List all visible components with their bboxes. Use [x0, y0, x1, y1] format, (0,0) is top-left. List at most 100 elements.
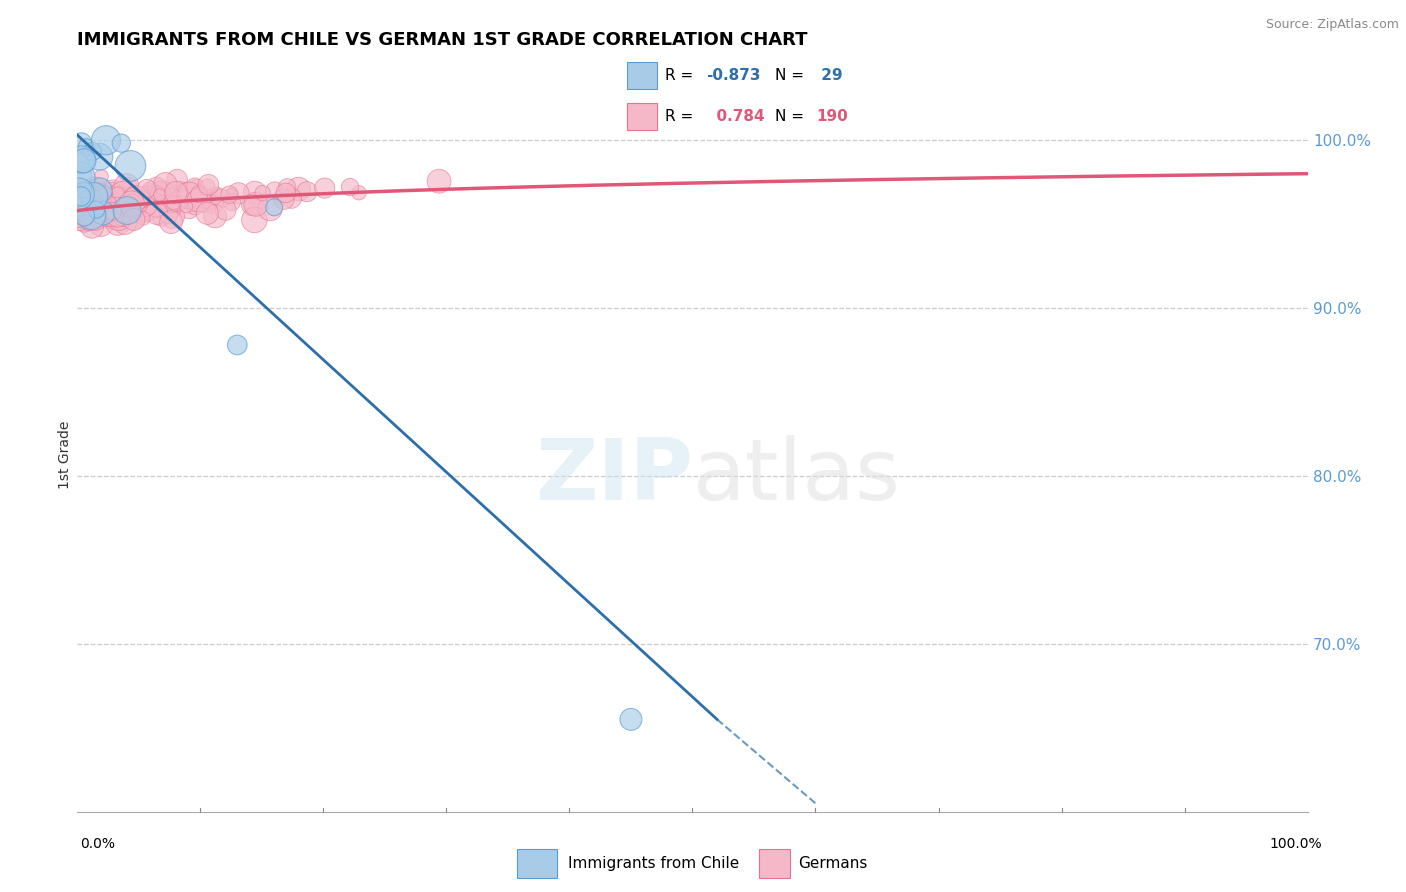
Point [79, 211, 101, 225]
Point [226, 338, 249, 352]
Point [67, 209, 90, 223]
Point [105, 186, 128, 201]
Text: atlas: atlas [693, 434, 900, 518]
Point [70, 189, 93, 203]
Point [110, 136, 132, 150]
Point [186, 181, 208, 195]
Point [69, 205, 91, 219]
Point [105, 204, 128, 219]
Point [82, 202, 104, 216]
Point [166, 172, 188, 186]
Text: Germans: Germans [799, 856, 868, 871]
Text: R =: R = [665, 109, 699, 124]
Point [96, 208, 118, 222]
Point [169, 184, 191, 198]
Point [84, 203, 107, 218]
Point [135, 189, 157, 203]
Point [174, 190, 197, 204]
Point [100, 202, 122, 217]
Point [184, 194, 207, 208]
Point [197, 178, 219, 192]
Point [90, 189, 112, 203]
Point [129, 193, 152, 207]
Point [176, 186, 198, 200]
Point [179, 186, 201, 201]
Point [101, 186, 124, 200]
Point [125, 204, 148, 219]
Point [228, 186, 250, 201]
Point [80, 208, 103, 222]
Point [190, 193, 212, 207]
Point [120, 159, 142, 173]
Point [115, 191, 138, 205]
Point [69, 186, 91, 200]
Point [221, 194, 243, 209]
Point [280, 191, 302, 205]
Point [67, 190, 90, 204]
Point [160, 209, 183, 223]
Point [155, 186, 177, 200]
Point [141, 186, 163, 200]
Point [110, 202, 132, 217]
Text: N =: N = [775, 68, 808, 83]
Point [77, 192, 100, 206]
Point [122, 212, 145, 227]
Point [72, 186, 94, 201]
Point [124, 214, 146, 228]
Point [86, 210, 108, 224]
Point [98, 203, 121, 218]
Point [427, 174, 450, 188]
Point [121, 202, 143, 216]
Point [150, 186, 173, 200]
Point [107, 187, 129, 202]
Point [114, 190, 136, 204]
Point [89, 187, 111, 202]
Point [77, 196, 100, 211]
Point [184, 200, 207, 214]
Point [76, 199, 98, 213]
Point [79, 189, 101, 203]
Point [67, 189, 90, 203]
Point [86, 202, 108, 216]
Point [134, 202, 156, 217]
Point [69, 197, 91, 211]
Point [118, 198, 141, 212]
Text: 190: 190 [815, 109, 848, 124]
Point [93, 200, 115, 214]
Point [80, 204, 103, 219]
Point [90, 217, 112, 231]
Bar [627, 62, 657, 89]
Point [67, 187, 90, 202]
Point [80, 204, 103, 219]
Point [86, 194, 108, 209]
Point [121, 197, 143, 211]
Point [243, 198, 266, 212]
Bar [627, 103, 657, 130]
Point [259, 202, 281, 216]
Point [193, 194, 215, 208]
Point [67, 170, 90, 185]
Point [67, 201, 90, 215]
Point [84, 180, 107, 194]
Point [314, 181, 336, 195]
Text: 0.0%: 0.0% [80, 837, 115, 851]
Point [114, 202, 136, 217]
Text: 100.0%: 100.0% [1270, 837, 1322, 851]
Point [150, 210, 173, 224]
Y-axis label: 1st Grade: 1st Grade [58, 421, 72, 489]
Point [159, 194, 181, 208]
Point [89, 150, 111, 164]
Point [240, 198, 263, 212]
Point [67, 181, 90, 195]
Point [197, 179, 219, 194]
Point [90, 204, 112, 219]
Point [67, 157, 90, 171]
Point [100, 207, 122, 221]
Point [93, 198, 115, 212]
Point [70, 136, 93, 151]
Bar [517, 849, 557, 879]
Point [107, 203, 129, 218]
Point [83, 190, 105, 204]
Point [107, 211, 129, 226]
Point [273, 192, 295, 206]
